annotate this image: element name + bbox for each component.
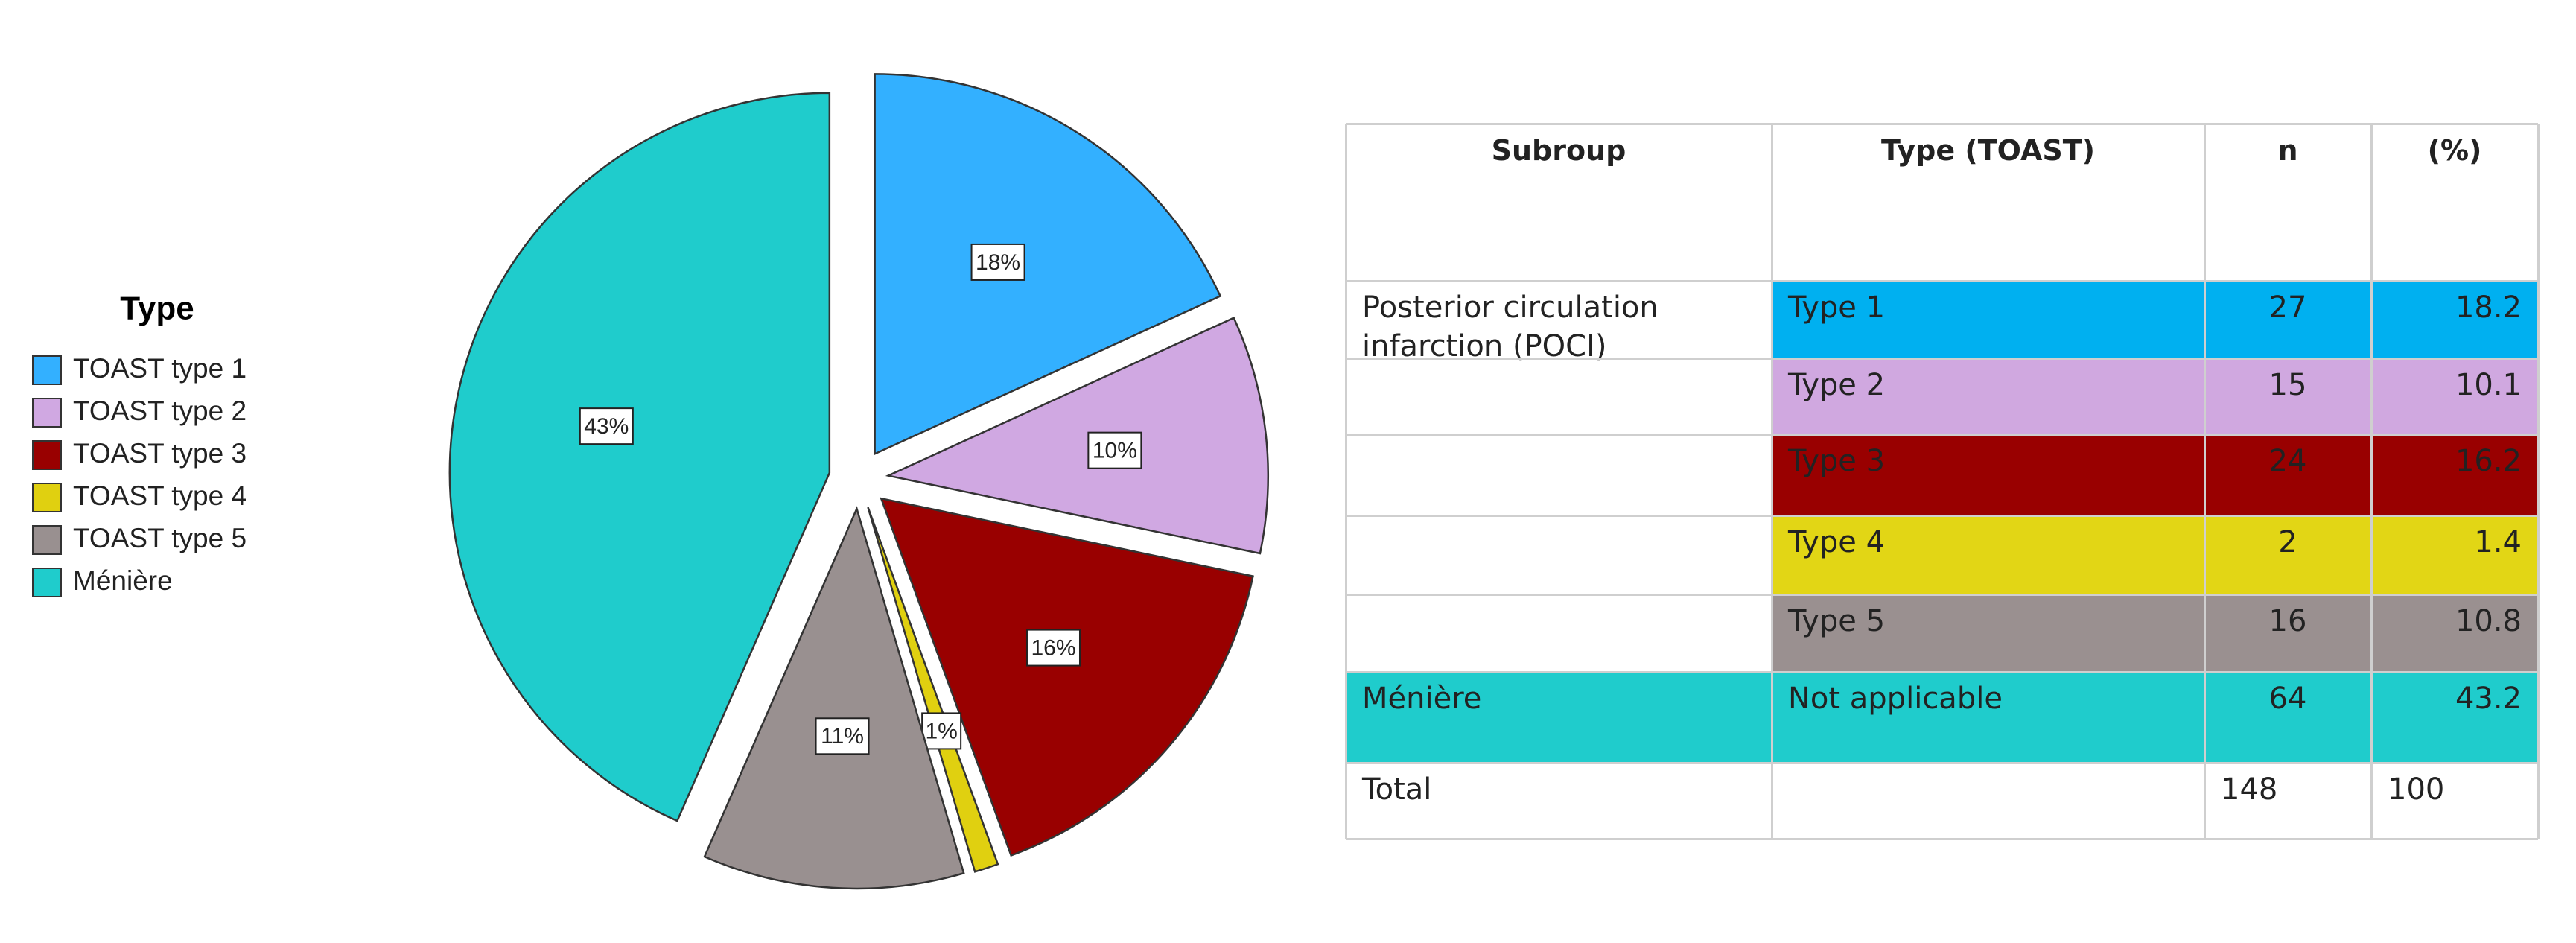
n-cell: 16 [2204,594,2371,672]
header-cell: Subroup [1491,134,1626,167]
chart: Type TOAST type 1 TOAST type 2 TOAST type … [32,73,1269,890]
slice-label: 11% [821,724,864,749]
legend-swatch [32,355,62,385]
pct-cell: 18.2 [2371,281,2538,358]
legend-swatch [32,525,62,555]
total-label: Total [1362,772,1432,807]
pie-slice [880,497,1254,857]
label-box [1025,629,1081,667]
n-cell: 27 [2204,281,2371,358]
slice-label: 16% [1031,636,1075,661]
pct-cell: 16.2 [2371,434,2538,515]
label-box [579,407,634,445]
type-cell: Type 2 [1772,358,2204,434]
header-cell: (%) [2427,134,2482,167]
pct-cell: 10.1 [2371,358,2538,434]
table-border [1345,124,1347,839]
legend-swatch [32,440,62,470]
n-cell: 24 [2204,434,2371,515]
label-box [815,717,870,755]
table-border [2537,124,2540,839]
pie-slice [867,507,999,873]
header-cell: Type (TOAST) [1880,134,2096,167]
legend-label: TOAST type 4 [73,480,247,511]
slice-label: 1% [925,719,957,743]
legend-swatch [32,568,62,597]
label-box [1087,431,1142,469]
pct-cell: 43.2 [2371,672,2538,763]
table-border [1346,762,2538,764]
table-border [2204,124,2206,839]
slice-label: 43% [584,414,629,439]
table-border [1346,515,2538,517]
type-cell: Type 4 [1772,515,2204,594]
legend-label: TOAST type 2 [73,396,247,426]
n-cell: 64 [2204,672,2371,763]
table-border [1346,123,2538,125]
slice-label: 18% [976,250,1020,275]
legend-swatch [32,483,62,512]
label-box [970,243,1025,281]
total-pct: 100 [2388,772,2445,807]
n-cell: 2 [2204,515,2371,594]
table-border [1346,358,2538,360]
table-border [1346,594,2538,596]
legend-label: TOAST type 1 [73,353,247,384]
type-cell: Not applicable [1772,672,2204,763]
group-cell: Posterior circulation infarction (POCI) [1362,290,1659,363]
table-border [2370,124,2373,839]
pie-slice [703,506,965,890]
header-cell: n [2277,134,2298,167]
pie-slice [448,92,831,822]
slice-label: 10% [1093,439,1137,463]
table-border [1346,838,2538,840]
type-cell: Type 5 [1772,594,2204,672]
legend-label: TOAST type 3 [73,438,247,469]
table-border [1346,671,2538,673]
type-cell: Type 1 [1772,281,2204,358]
table-border [1771,124,1773,839]
table-border [1346,280,2538,282]
total-n: 148 [2221,772,2278,807]
legend-label: TOAST type 5 [73,523,247,553]
pct-cell: 1.4 [2371,515,2538,594]
pie-slice [885,317,1269,555]
n-cell: 15 [2204,358,2371,434]
legend-swatch [32,398,62,428]
legend-title: Type [120,290,194,327]
pie-slice [874,73,1222,456]
group-cell: Ménière [1346,672,1772,763]
table-border [1346,434,2538,436]
type-cell: Type 3 [1772,434,2204,515]
pct-cell: 10.8 [2371,594,2538,672]
legend-label: Ménière [73,565,173,596]
